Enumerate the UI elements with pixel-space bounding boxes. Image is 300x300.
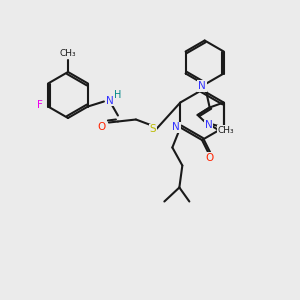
Text: CH₃: CH₃ xyxy=(60,50,76,58)
Text: O: O xyxy=(98,122,106,131)
Text: N: N xyxy=(198,81,206,91)
Text: O: O xyxy=(206,153,214,163)
Text: N: N xyxy=(172,122,180,133)
Text: S: S xyxy=(150,124,156,134)
Text: N: N xyxy=(205,121,212,130)
Text: H: H xyxy=(114,91,122,100)
Text: F: F xyxy=(37,100,43,110)
Text: CH₃: CH₃ xyxy=(217,126,234,135)
Text: N: N xyxy=(106,95,114,106)
